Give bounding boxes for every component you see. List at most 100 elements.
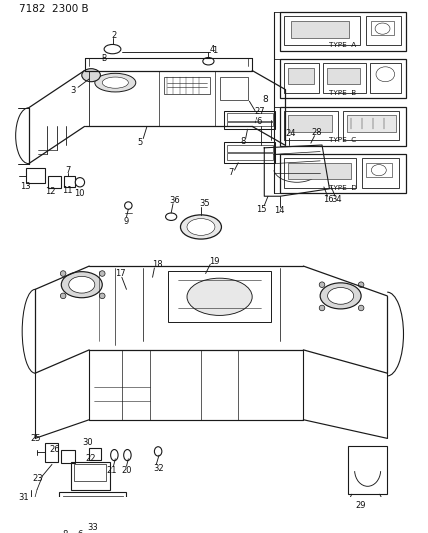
Text: TYPE  D: TYPE D xyxy=(329,185,357,191)
Text: 31: 31 xyxy=(19,492,30,502)
Bar xyxy=(280,155,406,193)
Ellipse shape xyxy=(124,449,131,461)
Ellipse shape xyxy=(111,449,118,461)
Bar xyxy=(366,15,401,45)
Text: 5: 5 xyxy=(137,138,142,147)
Bar xyxy=(323,63,366,93)
Text: 29: 29 xyxy=(356,501,366,510)
Ellipse shape xyxy=(319,305,325,311)
Bar xyxy=(288,163,351,180)
Ellipse shape xyxy=(358,282,364,287)
Ellipse shape xyxy=(99,293,105,298)
Bar xyxy=(343,110,399,140)
Ellipse shape xyxy=(76,524,83,531)
Text: 8: 8 xyxy=(240,137,246,146)
Bar xyxy=(227,114,273,121)
Text: 24: 24 xyxy=(285,130,296,139)
Text: 19: 19 xyxy=(209,257,219,266)
Bar xyxy=(284,158,357,188)
Text: 22: 22 xyxy=(85,454,95,463)
Ellipse shape xyxy=(327,287,354,304)
Bar xyxy=(227,145,273,152)
Text: 17: 17 xyxy=(115,269,125,278)
Bar xyxy=(168,271,271,322)
Bar xyxy=(280,12,406,51)
Bar xyxy=(327,68,360,85)
Text: 9: 9 xyxy=(124,217,129,226)
Text: 18: 18 xyxy=(152,260,163,269)
Ellipse shape xyxy=(187,278,252,316)
Text: 21: 21 xyxy=(106,466,117,475)
Bar xyxy=(64,176,75,187)
Text: 33: 33 xyxy=(88,523,98,532)
Ellipse shape xyxy=(319,282,325,287)
Bar xyxy=(288,115,332,132)
Ellipse shape xyxy=(166,213,177,221)
Bar xyxy=(227,122,273,126)
Text: 6: 6 xyxy=(77,530,83,533)
Text: TYPE  B: TYPE B xyxy=(329,90,356,96)
Ellipse shape xyxy=(63,524,71,531)
Bar xyxy=(284,15,360,45)
Text: 20: 20 xyxy=(121,466,132,475)
Ellipse shape xyxy=(61,272,102,298)
Text: 27: 27 xyxy=(254,107,265,116)
Ellipse shape xyxy=(82,69,101,82)
Ellipse shape xyxy=(60,293,66,298)
Text: 6: 6 xyxy=(256,117,262,126)
Ellipse shape xyxy=(125,202,132,209)
Text: 4: 4 xyxy=(210,45,215,54)
Text: 25: 25 xyxy=(30,434,41,443)
Ellipse shape xyxy=(155,447,162,456)
Ellipse shape xyxy=(320,283,361,309)
Ellipse shape xyxy=(65,524,72,531)
Bar xyxy=(164,77,210,94)
Text: 14: 14 xyxy=(274,206,285,215)
Bar xyxy=(48,176,61,188)
Bar xyxy=(347,115,395,132)
Bar xyxy=(224,142,276,163)
Bar xyxy=(284,110,338,140)
Text: 35: 35 xyxy=(199,199,210,208)
Ellipse shape xyxy=(95,74,136,92)
Text: 30: 30 xyxy=(82,439,93,448)
Ellipse shape xyxy=(375,23,390,34)
Bar xyxy=(284,63,319,93)
Bar xyxy=(280,59,406,99)
Text: 28: 28 xyxy=(311,128,322,138)
Bar xyxy=(280,107,406,146)
Ellipse shape xyxy=(203,58,214,65)
Ellipse shape xyxy=(69,276,95,293)
Bar xyxy=(89,448,101,460)
Text: 15: 15 xyxy=(256,205,267,214)
Bar xyxy=(26,168,45,183)
Text: 23: 23 xyxy=(33,474,43,483)
Text: 10: 10 xyxy=(74,189,84,198)
Ellipse shape xyxy=(102,77,128,88)
Bar xyxy=(45,443,57,462)
Ellipse shape xyxy=(187,219,215,236)
Ellipse shape xyxy=(376,67,395,82)
Bar xyxy=(288,68,314,85)
Bar xyxy=(71,462,110,489)
Ellipse shape xyxy=(181,215,221,239)
Text: 34: 34 xyxy=(332,195,342,204)
Ellipse shape xyxy=(358,305,364,311)
Text: 8: 8 xyxy=(262,95,268,104)
Bar xyxy=(74,464,106,481)
Bar xyxy=(59,492,126,519)
Ellipse shape xyxy=(75,177,85,187)
Text: 36: 36 xyxy=(169,196,180,205)
Text: 12: 12 xyxy=(45,187,55,196)
Ellipse shape xyxy=(104,44,121,54)
Text: 7182  2300 B: 7182 2300 B xyxy=(19,4,89,14)
Text: 16: 16 xyxy=(323,195,334,204)
Text: TYPE  C: TYPE C xyxy=(329,138,356,143)
Text: 3: 3 xyxy=(71,86,76,94)
Text: 8: 8 xyxy=(62,530,68,533)
Ellipse shape xyxy=(99,271,105,276)
Bar xyxy=(369,63,401,93)
Bar xyxy=(227,154,273,160)
Text: 2: 2 xyxy=(112,31,117,39)
Ellipse shape xyxy=(78,524,86,531)
